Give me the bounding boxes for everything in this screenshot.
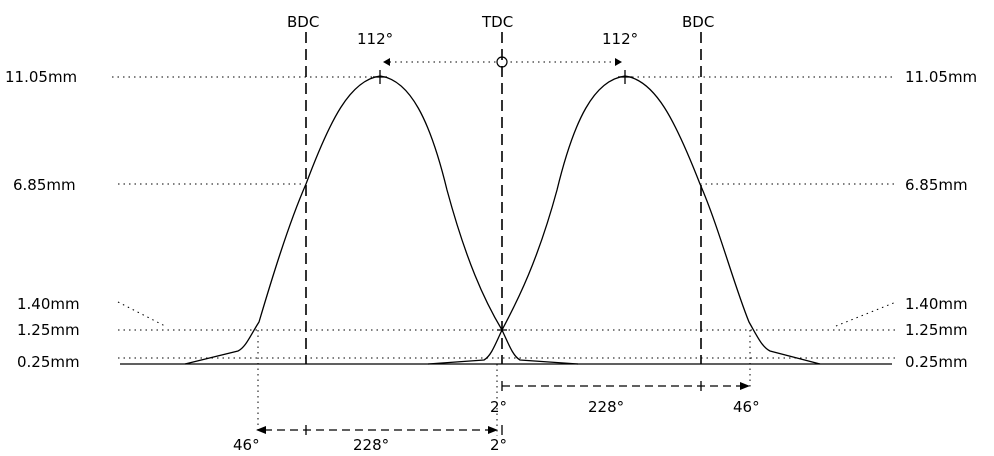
bdc-label-left: BDC	[287, 13, 319, 31]
span-arrow-left-head-start	[256, 426, 266, 434]
overlap-angle-lower: 2°	[490, 436, 507, 454]
overlap-angle-upper: 2°	[490, 398, 507, 416]
ref-line-140-left	[117, 301, 166, 327]
peak-arrow-left	[383, 58, 390, 66]
lift-label-025-right: 0.25mm	[905, 353, 968, 371]
lift-label-half-right: 6.85mm	[905, 176, 968, 194]
close-angle-right: 46°	[733, 398, 760, 416]
lift-label-140-left: 1.40mm	[17, 295, 80, 313]
ref-line-140-right	[835, 301, 897, 327]
peak-angle-left: 112°	[357, 30, 393, 48]
lift-curve-right	[427, 75, 821, 365]
lift-label-max-right: 11.05mm	[905, 68, 977, 86]
lift-label-half-left: 6.85mm	[13, 176, 76, 194]
lift-label-140-right: 1.40mm	[905, 295, 968, 313]
lift-label-125-right: 1.25mm	[905, 321, 968, 339]
lift-curve-left	[184, 75, 579, 365]
close-angle-left: 46°	[233, 436, 260, 454]
span-angle-right: 228°	[588, 398, 624, 416]
peak-angle-right: 112°	[602, 30, 638, 48]
tdc-label: TDC	[481, 13, 513, 31]
peak-arrow-right	[615, 58, 622, 66]
lift-label-max-left: 11.05mm	[5, 68, 77, 86]
lift-label-025-left: 0.25mm	[17, 353, 80, 371]
bdc-label-right: BDC	[682, 13, 714, 31]
span-arrow-right-head	[740, 382, 750, 390]
span-angle-left: 228°	[353, 436, 389, 454]
span-arrow-left-head-end	[488, 426, 498, 434]
lift-label-125-left: 1.25mm	[17, 321, 80, 339]
